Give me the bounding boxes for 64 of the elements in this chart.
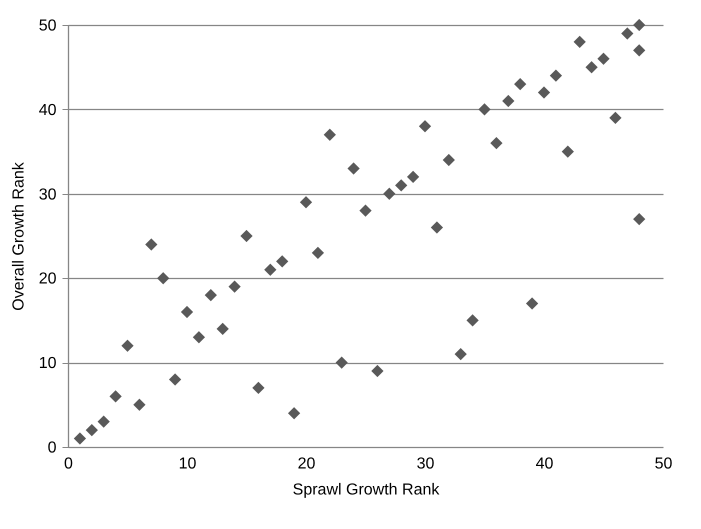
point xyxy=(418,120,432,132)
point xyxy=(633,212,646,226)
point xyxy=(585,61,598,74)
point xyxy=(454,348,467,360)
point xyxy=(180,306,194,318)
point xyxy=(633,18,646,32)
point xyxy=(157,272,170,284)
x-tick-label: 0 xyxy=(64,456,74,472)
y-axis-title: Overall Growth Rank xyxy=(10,161,28,311)
point xyxy=(514,78,526,90)
point xyxy=(550,70,562,82)
point xyxy=(216,322,229,335)
point xyxy=(597,52,610,65)
point xyxy=(633,44,646,56)
x-tick-label: 20 xyxy=(298,456,316,472)
point xyxy=(347,162,360,175)
point xyxy=(430,221,444,234)
point xyxy=(538,86,550,99)
point xyxy=(228,280,241,293)
point xyxy=(609,112,622,124)
point xyxy=(406,170,420,184)
point xyxy=(192,331,206,344)
y-tick-label: 50 xyxy=(38,18,57,34)
point xyxy=(276,255,288,268)
point xyxy=(74,432,86,445)
y-tick-label: 40 xyxy=(38,102,57,119)
y-tick-label: 10 xyxy=(38,355,57,372)
point xyxy=(371,364,384,378)
point xyxy=(86,424,98,436)
point xyxy=(121,340,134,352)
point xyxy=(109,390,122,402)
point xyxy=(264,264,276,276)
point xyxy=(252,382,265,394)
point xyxy=(145,238,158,251)
point xyxy=(300,196,312,208)
point xyxy=(383,188,396,200)
point xyxy=(395,179,408,192)
x-tick-label: 10 xyxy=(178,456,196,472)
point xyxy=(168,373,182,386)
point xyxy=(133,398,146,411)
point xyxy=(288,407,300,420)
x-tick-label: 40 xyxy=(536,456,554,472)
point xyxy=(502,94,514,108)
point xyxy=(204,288,217,302)
point xyxy=(490,137,503,150)
point xyxy=(98,416,110,428)
point xyxy=(478,103,491,116)
y-tick-label: 0 xyxy=(48,440,57,456)
point xyxy=(240,230,253,242)
point xyxy=(621,27,634,40)
x-tick-label: 30 xyxy=(416,456,434,472)
point xyxy=(359,204,372,217)
x-axis-title: Sprawl Growth Rank xyxy=(292,482,440,498)
point xyxy=(324,128,336,141)
y-tick-label: 20 xyxy=(38,270,57,288)
x-tick-label: 50 xyxy=(654,456,672,472)
point xyxy=(312,246,324,260)
point xyxy=(466,314,479,327)
point xyxy=(442,154,455,166)
point xyxy=(526,297,538,310)
point xyxy=(562,145,574,158)
y-tick-label: 30 xyxy=(38,186,57,204)
point xyxy=(336,356,348,369)
point xyxy=(574,36,586,48)
